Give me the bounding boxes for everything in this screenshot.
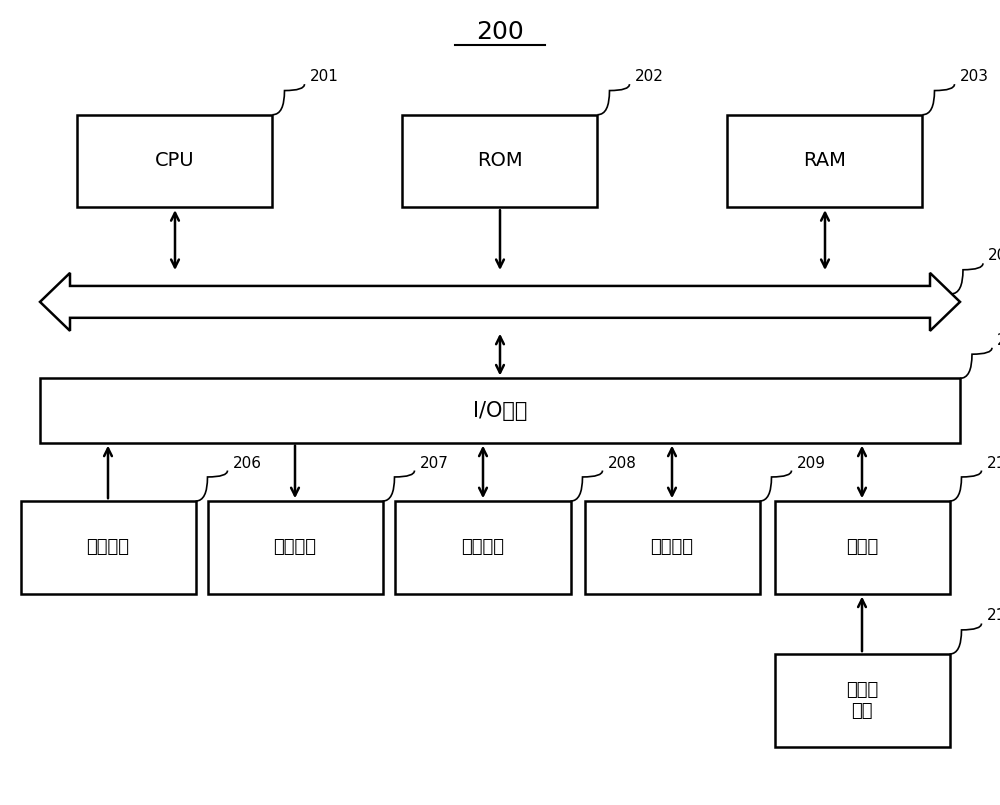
Polygon shape — [40, 273, 960, 331]
Text: 可拆卸
介质: 可拆卸 介质 — [846, 681, 878, 720]
Text: 205: 205 — [997, 332, 1000, 348]
Bar — [774, 501, 950, 594]
Text: 203: 203 — [960, 69, 988, 84]
Text: RAM: RAM — [804, 151, 846, 171]
Bar — [77, 114, 272, 207]
Text: CPU: CPU — [155, 151, 195, 171]
Text: 输出部分: 输出部分 — [274, 539, 316, 556]
Text: 驱动器: 驱动器 — [846, 539, 878, 556]
Text: 存储部分: 存储部分 — [462, 539, 505, 556]
Bar — [727, 114, 922, 207]
Text: 209: 209 — [797, 456, 826, 470]
Text: 208: 208 — [608, 456, 636, 470]
Bar — [208, 501, 382, 594]
Text: 206: 206 — [232, 456, 262, 470]
Text: 211: 211 — [986, 609, 1000, 623]
Bar — [774, 654, 950, 747]
Bar — [21, 501, 196, 594]
Text: ROM: ROM — [477, 151, 523, 171]
Text: 210: 210 — [986, 456, 1000, 470]
Text: 201: 201 — [310, 69, 338, 84]
Text: 204: 204 — [988, 248, 1000, 263]
Bar — [40, 378, 960, 443]
Bar — [584, 501, 760, 594]
Text: 200: 200 — [476, 20, 524, 44]
Bar — [402, 114, 597, 207]
Text: 202: 202 — [635, 69, 663, 84]
Text: 输入部分: 输入部分 — [87, 539, 130, 556]
Text: I/O接口: I/O接口 — [473, 401, 527, 420]
Text: 207: 207 — [420, 456, 448, 470]
Text: 通信部分: 通信部分 — [650, 539, 694, 556]
Bar — [395, 501, 570, 594]
